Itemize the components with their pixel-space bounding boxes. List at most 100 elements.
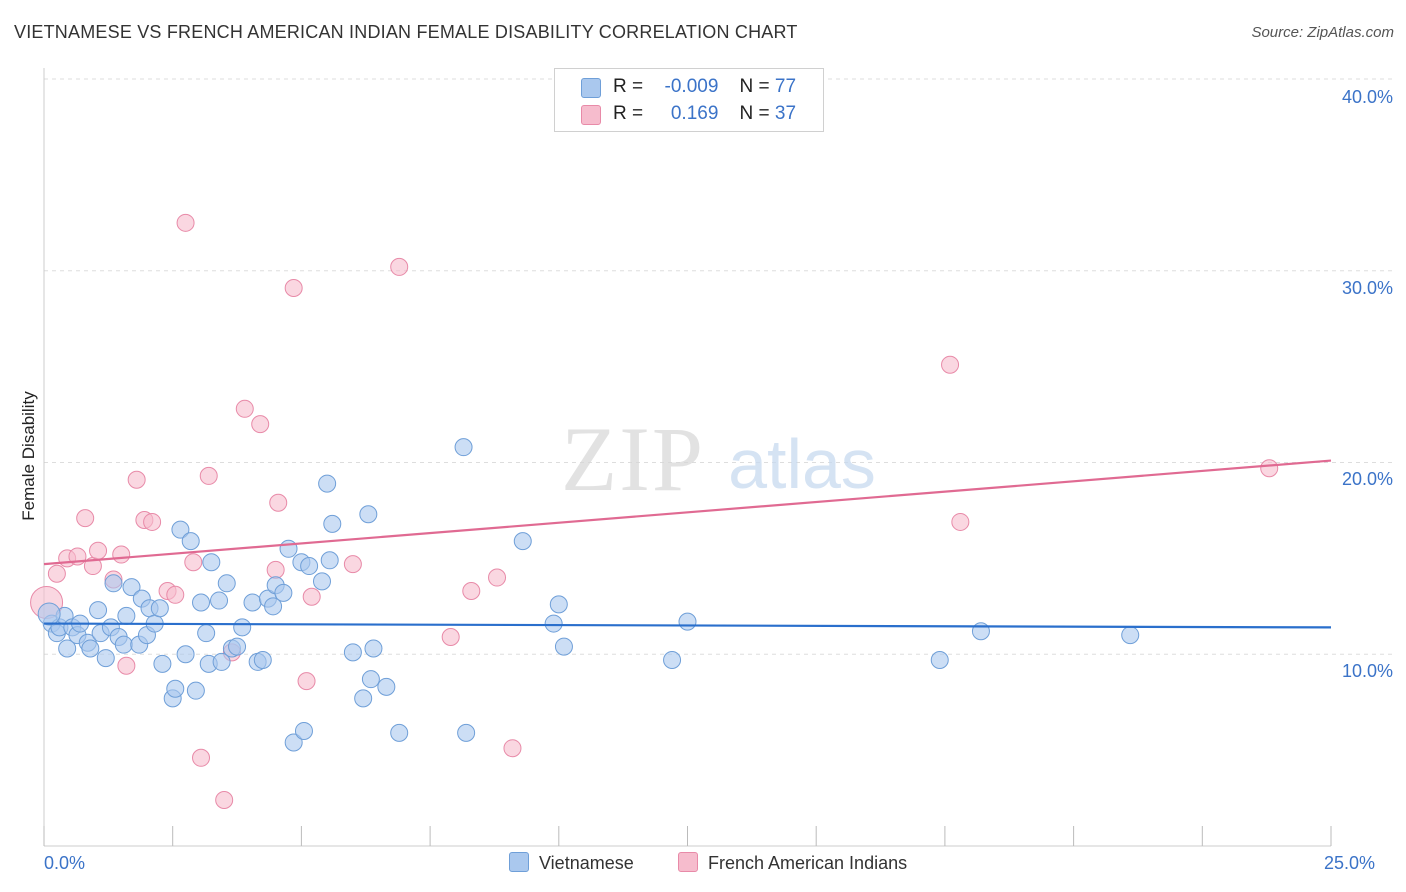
vietnamese-point[interactable] <box>114 635 133 654</box>
legend-swatch-french-american-indians <box>581 105 601 125</box>
vietnamese-point[interactable] <box>549 595 568 614</box>
vietnamese-point[interactable] <box>166 679 185 698</box>
vietnamese-point[interactable] <box>176 645 195 664</box>
french-american-indian-point[interactable] <box>112 545 131 564</box>
vietnamese-point[interactable] <box>264 597 283 616</box>
vietnamese-point[interactable] <box>294 721 313 740</box>
french-american-indian-point[interactable] <box>199 466 218 485</box>
vietnamese-point[interactable] <box>320 551 339 570</box>
vietnamese-point[interactable] <box>457 723 476 742</box>
french-american-indian-point[interactable] <box>127 470 146 489</box>
french-american-indian-point[interactable] <box>251 415 270 434</box>
vietnamese-trend-line <box>43 622 1332 629</box>
french-american-indian-point[interactable] <box>302 587 321 606</box>
vietnamese-point[interactable] <box>1121 626 1140 645</box>
french-american-indian-point[interactable] <box>488 568 507 587</box>
french-american-indian-trend-line <box>43 459 1332 566</box>
vietnamese-point[interactable] <box>117 606 136 625</box>
french-american-indian-point[interactable] <box>143 512 162 531</box>
french-american-indian-point[interactable] <box>89 541 108 560</box>
french-american-indian-point[interactable] <box>951 512 970 531</box>
vietnamese-point[interactable] <box>554 637 573 656</box>
vietnamese-point[interactable] <box>210 591 229 610</box>
vietnamese-point[interactable] <box>513 532 532 551</box>
french-american-indian-point[interactable] <box>166 585 185 604</box>
vietnamese-point[interactable] <box>390 723 409 742</box>
french-american-indian-point[interactable] <box>503 739 522 758</box>
vietnamese-point[interactable] <box>37 602 61 626</box>
bottom-legend-label-vietnamese: Vietnamese <box>539 853 634 873</box>
french-american-indian-point[interactable] <box>343 555 362 574</box>
french-american-indian-point[interactable] <box>235 399 254 418</box>
french-american-indian-point[interactable] <box>284 279 303 298</box>
vietnamese-point[interactable] <box>323 514 342 533</box>
vietnamese-point[interactable] <box>171 520 190 539</box>
french-american-indian-point[interactable] <box>215 790 234 809</box>
bottom-legend-vietnamese[interactable]: Vietnamese <box>509 852 634 874</box>
french-american-indian-point[interactable] <box>184 553 203 572</box>
y-tick-label-20: 20.0% <box>1341 469 1393 489</box>
bottom-legend-swatch-french-american-indians <box>678 852 698 872</box>
french-american-indian-point[interactable] <box>390 257 409 276</box>
vietnamese-point[interactable] <box>377 677 396 696</box>
vietnamese-point[interactable] <box>150 599 169 618</box>
vietnamese-point[interactable] <box>181 532 200 551</box>
vietnamese-point[interactable] <box>454 438 473 457</box>
french-american-indian-point[interactable] <box>441 627 460 646</box>
vietnamese-point[interactable] <box>212 652 231 671</box>
vietnamese-point[interactable] <box>284 733 303 752</box>
vietnamese-point[interactable] <box>318 474 337 493</box>
vietnamese-point[interactable] <box>122 578 141 597</box>
french-american-indian-point[interactable] <box>117 656 136 675</box>
french-american-indian-point[interactable] <box>176 213 195 232</box>
vietnamese-point[interactable] <box>361 670 380 689</box>
french-american-indian-point[interactable] <box>462 581 481 600</box>
y-tick-label-10: 10.0% <box>1341 661 1393 681</box>
vietnamese-point[interactable] <box>279 539 298 558</box>
vietnamese-point[interactable] <box>343 643 362 662</box>
x-tick-label-min: 0.0% <box>44 853 86 873</box>
vietnamese-point[interactable] <box>104 574 123 593</box>
vietnamese-point[interactable] <box>663 651 682 670</box>
vietnamese-point[interactable] <box>58 639 77 658</box>
vietnamese-point[interactable] <box>300 557 319 576</box>
watermark-atlas: atlas <box>728 425 876 503</box>
vietnamese-point[interactable] <box>81 639 100 658</box>
legend-n-value: 37 <box>774 103 797 124</box>
french-american-indian-point[interactable] <box>47 564 66 583</box>
vietnamese-point[interactable] <box>202 553 221 572</box>
y-tick-label-40: 40.0% <box>1341 87 1393 107</box>
french-american-indian-point[interactable] <box>941 355 960 374</box>
french-american-indian-point[interactable] <box>269 493 288 512</box>
french-american-indian-point[interactable] <box>1260 459 1279 478</box>
source-label[interactable]: Source: ZipAtlas.com <box>1251 24 1394 41</box>
vietnamese-point[interactable] <box>312 572 331 591</box>
bottom-legend-french-american-indians[interactable]: French American Indians <box>678 852 907 874</box>
vietnamese-point[interactable] <box>253 651 272 670</box>
vietnamese-point[interactable] <box>274 583 293 602</box>
vietnamese-point[interactable] <box>228 637 247 656</box>
vietnamese-point[interactable] <box>354 689 373 708</box>
legend-r-label: R = <box>613 76 644 97</box>
french-american-indian-point[interactable] <box>266 560 285 579</box>
vietnamese-point[interactable] <box>192 593 211 612</box>
vietnamese-point[interactable] <box>544 614 563 633</box>
vietnamese-point[interactable] <box>186 681 205 700</box>
vietnamese-point[interactable] <box>96 649 115 668</box>
vietnamese-point[interactable] <box>930 651 949 670</box>
vietnamese-point[interactable] <box>233 618 252 637</box>
vietnamese-point[interactable] <box>217 574 236 593</box>
legend-n-label: N = <box>739 76 770 97</box>
vietnamese-point[interactable] <box>364 639 383 658</box>
vietnamese-point[interactable] <box>153 654 172 673</box>
vietnamese-point[interactable] <box>678 612 697 631</box>
vietnamese-point[interactable] <box>197 624 216 643</box>
french-american-indian-point[interactable] <box>297 672 316 691</box>
vietnamese-point[interactable] <box>89 601 108 620</box>
grid-lines <box>44 78 1392 655</box>
vietnamese-point[interactable] <box>359 505 378 524</box>
french-american-indian-point[interactable] <box>192 748 211 767</box>
french-american-indian-point[interactable] <box>76 509 95 528</box>
vietnamese-point[interactable] <box>243 593 262 612</box>
